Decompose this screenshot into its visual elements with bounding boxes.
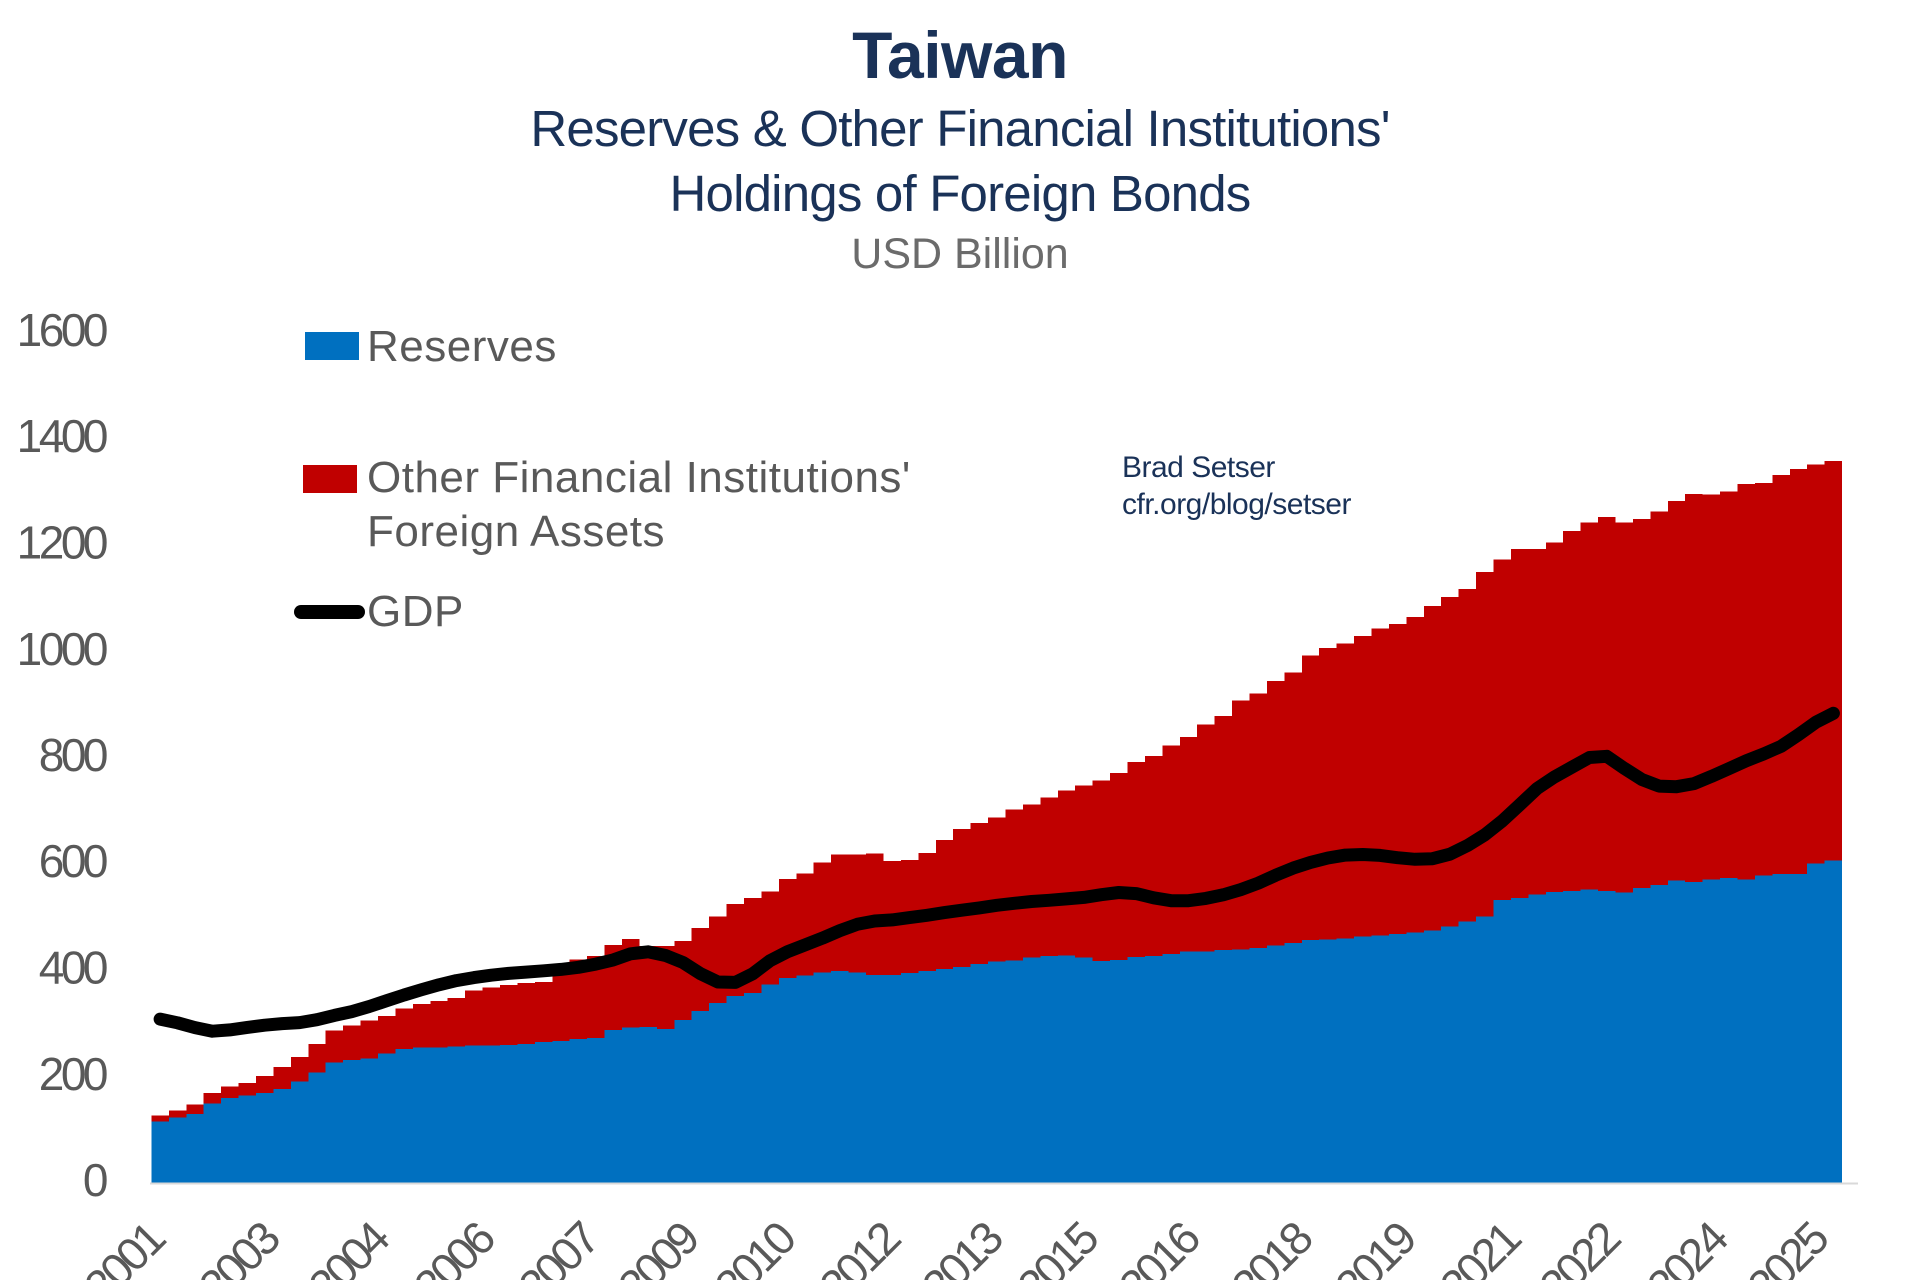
svg-text:Taiwan: Taiwan [852, 18, 1068, 92]
svg-text:1400: 1400 [17, 410, 107, 462]
svg-text:0: 0 [83, 1154, 107, 1206]
svg-text:1200: 1200 [17, 517, 107, 569]
svg-text:1600: 1600 [17, 304, 107, 356]
svg-text:Other Financial Institutions': Other Financial Institutions' [367, 453, 911, 502]
svg-text:400: 400 [39, 942, 107, 994]
svg-text:Brad Setser: Brad Setser [1122, 451, 1275, 484]
svg-text:Reserves: Reserves [367, 322, 557, 371]
svg-text:600: 600 [39, 835, 107, 887]
svg-text:Holdings of Foreign Bonds: Holdings of Foreign Bonds [669, 165, 1250, 222]
svg-text:cfr.org/blog/setser: cfr.org/blog/setser [1122, 488, 1351, 521]
svg-text:800: 800 [39, 729, 107, 781]
svg-text:200: 200 [39, 1048, 107, 1100]
svg-text:USD Billion: USD Billion [851, 230, 1068, 278]
svg-text:Reserves & Other Financial Ins: Reserves & Other Financial Institutions' [530, 100, 1389, 157]
svg-text:GDP: GDP [367, 587, 464, 636]
svg-text:Foreign Assets: Foreign Assets [367, 507, 665, 556]
svg-text:1000: 1000 [17, 623, 107, 675]
